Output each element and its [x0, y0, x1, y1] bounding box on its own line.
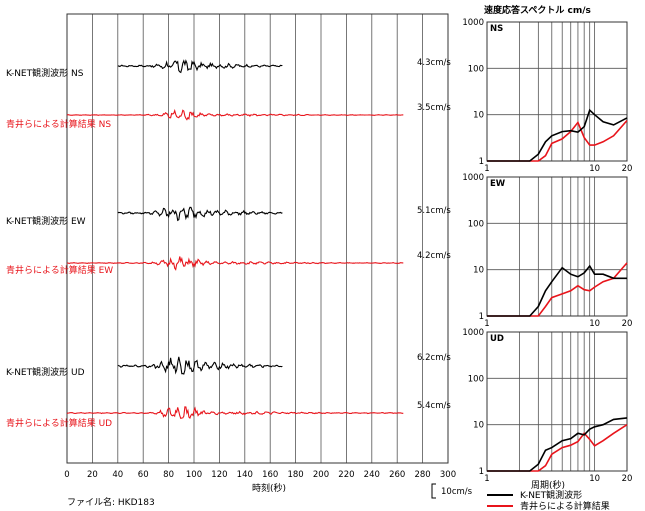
spectrum-panel-label: NS	[490, 24, 503, 34]
trace-label-observed-ew: K-NET観測波形 EW	[6, 215, 86, 227]
waveform-x-tick: 140	[237, 470, 253, 480]
trace-max-label: 5.1cm/s	[417, 206, 451, 216]
spectrum-curve-observed	[487, 108, 628, 162]
spectrum-panel-label: UD	[490, 334, 504, 344]
spectrum-y-tick: 1	[479, 312, 484, 322]
legend-label-computed: 青井らによる計算結果	[520, 500, 610, 511]
spectrum-x-tick: 1	[484, 319, 489, 329]
spectrum-x-tick: 1	[484, 164, 489, 174]
spectrum-y-tick: 1	[479, 157, 484, 167]
waveform-trace-computed-ud	[66, 406, 404, 420]
spectrum-panel-ns	[486, 21, 628, 162]
spectrum-x-tick: 10	[589, 319, 600, 329]
trace-max-label: 3.5cm/s	[417, 103, 451, 113]
spectrum-frame	[486, 176, 628, 317]
waveform-x-tick: 60	[138, 470, 149, 480]
waveform-x-tick: 120	[211, 470, 227, 480]
spectrum-x-tick: 10	[589, 474, 600, 484]
spectrum-x-tick: 20	[622, 164, 633, 174]
legend-label-observed: K-NET観測波形	[520, 489, 582, 501]
scale-bar	[431, 483, 436, 499]
waveform-trace-computed-ns	[66, 108, 404, 121]
scale-label: 10cm/s	[441, 487, 473, 497]
trace-label-computed-ew: 青井らによる計算結果 EW	[6, 264, 113, 276]
spectrum-frame	[486, 331, 628, 472]
waveform-x-title: 時刻(秒)	[252, 482, 286, 494]
spectrum-curve-computed	[487, 424, 628, 472]
waveform-x-tick: 180	[287, 470, 303, 480]
spectrum-panel-ud	[486, 331, 628, 472]
spectrum-curve-computed	[487, 119, 628, 162]
trace-max-label: 6.2cm/s	[417, 353, 451, 363]
spectrum-y-tick: 1000	[462, 328, 484, 338]
waveform-x-tick: 160	[262, 470, 278, 480]
waveform-trace-observed-ew	[117, 206, 283, 222]
waveform-trace-computed-ew	[66, 256, 404, 271]
waveform-x-tick: 200	[313, 470, 329, 480]
file-label: ファイル名: HKD183	[67, 496, 155, 508]
spectrum-panel-ew	[486, 176, 628, 317]
waveform-trace-observed-ns	[117, 59, 283, 74]
waveform-x-tick: 0	[64, 470, 69, 480]
spectrum-curve-observed	[487, 417, 628, 472]
waveform-x-tick: 240	[364, 470, 380, 480]
waveform-x-tick: 260	[389, 470, 405, 480]
spectrum-curve-observed	[487, 264, 627, 317]
spectrum-y-tick: 1	[479, 467, 484, 477]
spectrum-frame	[486, 21, 628, 162]
trace-max-label: 4.3cm/s	[417, 58, 451, 68]
waveform-frame	[66, 13, 449, 464]
waveform-x-tick: 80	[163, 470, 174, 480]
spectrum-y-tick: 1000	[462, 18, 484, 28]
waveform-x-tick: 220	[338, 470, 354, 480]
spectrum-y-tick: 100	[468, 374, 484, 384]
waveform-x-tick: 300	[440, 470, 456, 480]
spectrum-y-tick: 10	[473, 421, 484, 431]
trace-max-label: 4.2cm/s	[417, 251, 451, 261]
spectrum-x-tick: 20	[622, 319, 633, 329]
waveform-trace-observed-ud	[117, 356, 283, 375]
trace-label-observed-ns: K-NET観測波形 NS	[6, 67, 84, 79]
spectrum-y-tick: 1000	[462, 173, 484, 183]
spectrum-x-title: 周期(秒)	[531, 479, 565, 491]
spectrum-x-tick: 20	[622, 474, 633, 484]
trace-label-observed-ud: K-NET観測波形 UD	[6, 366, 85, 378]
trace-label-computed-ns: 青井らによる計算結果 NS	[6, 118, 111, 130]
spectrum-x-tick: 10	[589, 164, 600, 174]
waveform-x-tick: 20	[87, 470, 98, 480]
spectrum-panel-label: EW	[490, 179, 506, 189]
waveform-x-tick: 100	[186, 470, 202, 480]
spectrum-curve-computed	[487, 262, 628, 317]
trace-label-computed-ud: 青井らによる計算結果 UD	[6, 417, 112, 429]
trace-max-label: 5.4cm/s	[417, 401, 451, 411]
waveform-x-tick: 280	[414, 470, 430, 480]
waveform-panel	[66, 13, 449, 464]
spectrum-x-tick: 1	[484, 474, 489, 484]
waveform-x-tick: 40	[112, 470, 123, 480]
spectrum-y-tick: 10	[473, 111, 484, 121]
spectrum-y-tick: 100	[468, 219, 484, 229]
spectrum-y-tick: 100	[468, 64, 484, 74]
spectrum-y-tick: 10	[473, 266, 484, 276]
spectrum-title: 速度応答スペクトル cm/s	[484, 4, 591, 16]
